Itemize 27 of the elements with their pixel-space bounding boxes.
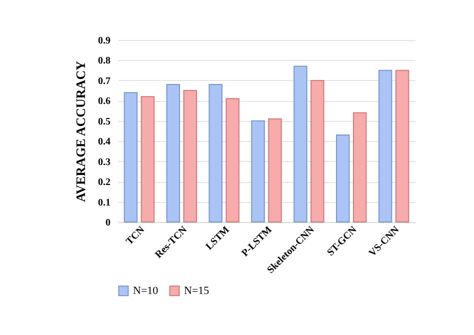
y-tick-label: 0.4 — [98, 136, 110, 148]
bar — [208, 84, 222, 222]
y-tick-label: 0.9 — [98, 36, 110, 46]
y-tick-label: 0.8 — [98, 56, 110, 67]
bar — [395, 70, 410, 222]
bar — [140, 96, 155, 222]
bar — [183, 90, 197, 222]
y-tick-label: 0.2 — [98, 177, 110, 188]
bar — [226, 98, 240, 222]
y-tick-label: 0.3 — [98, 156, 110, 168]
bar — [268, 118, 282, 222]
bar — [310, 80, 324, 222]
bar — [336, 134, 350, 222]
y-tick-label: 0.6 — [98, 96, 110, 108]
bar — [166, 84, 180, 222]
y-tick-label: 0 — [106, 218, 110, 228]
bar — [251, 120, 265, 222]
bar — [294, 66, 308, 222]
bar — [124, 92, 138, 222]
legend-label: N=10 — [133, 284, 159, 297]
legend-label: N=15 — [184, 284, 210, 297]
y-tick-label: 0.7 — [98, 76, 110, 87]
bar — [378, 70, 392, 222]
y-tick-label: 0.5 — [98, 116, 110, 128]
y-tick-label: 0.1 — [98, 197, 110, 208]
bar — [352, 112, 367, 222]
y-axis-title: AVERAGE ACCURACY — [73, 60, 88, 202]
